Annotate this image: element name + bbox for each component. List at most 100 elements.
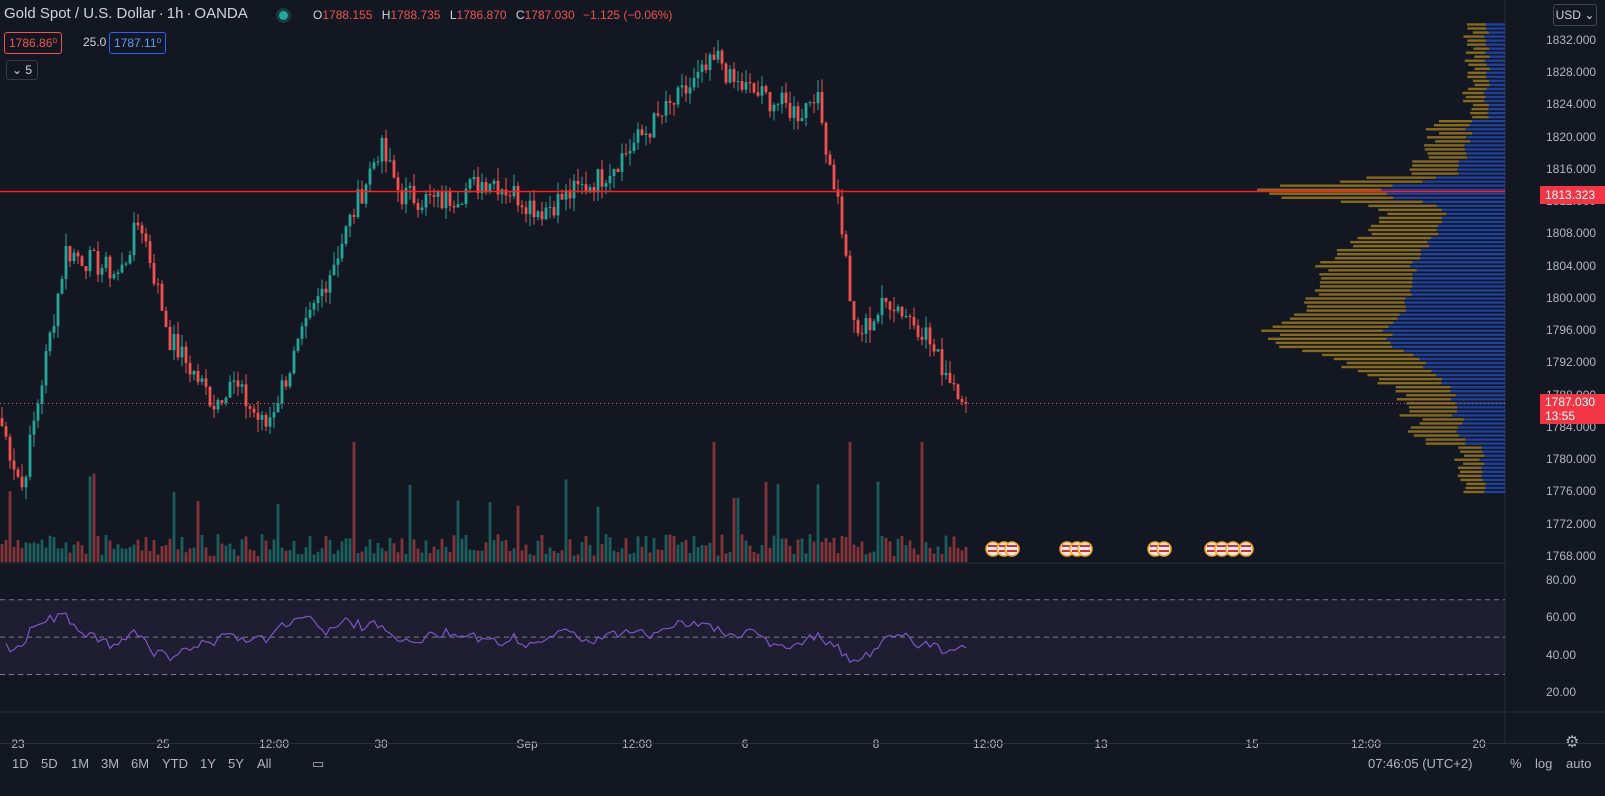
profile-row-down bbox=[1456, 406, 1505, 409]
timeframe-all[interactable]: All bbox=[257, 756, 272, 771]
calendar-range-icon[interactable]: ▭ bbox=[312, 756, 325, 771]
profile-row-up bbox=[1463, 462, 1485, 465]
time-tick: 20 bbox=[1472, 737, 1486, 751]
volume-bar bbox=[804, 553, 808, 562]
profile-row-up bbox=[1457, 466, 1482, 469]
profile-row-up bbox=[1419, 422, 1463, 425]
profile-row-down bbox=[1472, 132, 1505, 135]
volume-bar bbox=[424, 540, 428, 562]
interval-label[interactable]: 1h bbox=[166, 5, 184, 22]
timeframe-3m[interactable]: 3M bbox=[101, 756, 120, 771]
timeframe-1m[interactable]: 1M bbox=[71, 756, 90, 771]
timeframe-1d[interactable]: 1D bbox=[12, 756, 29, 771]
candle-body bbox=[420, 207, 424, 211]
volume-bar bbox=[836, 553, 840, 562]
volume-bar bbox=[184, 552, 188, 562]
volume-bar bbox=[560, 550, 564, 562]
volume-bar bbox=[636, 536, 640, 562]
timeframe-5d[interactable]: 5D bbox=[41, 756, 58, 771]
timeframe-6m[interactable]: 6M bbox=[131, 756, 150, 771]
candle-body bbox=[180, 346, 184, 358]
gear-icon[interactable]: ⚙ bbox=[1565, 734, 1580, 751]
currency-button[interactable]: USD ⌄ bbox=[1553, 4, 1597, 26]
profile-row-up bbox=[1467, 27, 1487, 30]
symbol-name[interactable]: Gold Spot / U.S. Dollar bbox=[4, 5, 156, 22]
volume-bar bbox=[360, 551, 364, 562]
indicators-toggle[interactable]: ⌄ 5 bbox=[6, 60, 38, 80]
volume-bar bbox=[580, 542, 584, 562]
volume-bar bbox=[40, 539, 44, 562]
price-tick: 1776.000 bbox=[1546, 484, 1597, 499]
candle-body bbox=[588, 187, 592, 192]
volume-bar bbox=[940, 554, 944, 562]
sell-button[interactable]: 1786.86⁰ bbox=[4, 32, 63, 54]
time-tick: 25 bbox=[156, 737, 170, 751]
volume-bar bbox=[148, 551, 152, 562]
profile-row-down bbox=[1482, 478, 1505, 482]
candle-body bbox=[228, 381, 232, 398]
volume-bar bbox=[464, 535, 468, 562]
candle-body bbox=[848, 255, 852, 302]
auto-toggle[interactable]: auto bbox=[1566, 756, 1592, 771]
percent-toggle[interactable]: % bbox=[1510, 756, 1522, 771]
profile-row-up bbox=[1472, 103, 1489, 107]
symbol-header[interactable]: Gold Spot / U.S. Dollar · 1h · OANDA bbox=[4, 5, 248, 22]
profile-row-down bbox=[1463, 418, 1505, 421]
volume-bar bbox=[208, 555, 212, 562]
profile-row-up bbox=[1468, 63, 1487, 66]
profile-row-up bbox=[1370, 224, 1438, 228]
volume-bar bbox=[896, 538, 900, 562]
volume-bar bbox=[28, 543, 32, 562]
profile-row-down bbox=[1484, 59, 1505, 62]
profile-row-down bbox=[1488, 79, 1505, 83]
volume-bar bbox=[192, 547, 196, 562]
time-tick: 12:00 bbox=[972, 737, 1004, 751]
profile-row-up bbox=[1333, 357, 1420, 361]
volume-bar bbox=[16, 540, 20, 562]
spread-value: 25.0 bbox=[83, 35, 107, 49]
candle-body bbox=[716, 50, 720, 60]
profile-row-up bbox=[1379, 377, 1443, 381]
profile-row-down bbox=[1458, 164, 1505, 167]
profile-row-up bbox=[1280, 184, 1393, 187]
candle-body bbox=[356, 189, 360, 217]
timeframe-1y[interactable]: 1Y bbox=[200, 756, 216, 771]
volume-bar bbox=[488, 502, 492, 562]
volume-bar bbox=[220, 543, 224, 562]
profile-row-up bbox=[1302, 349, 1404, 353]
clock[interactable]: 07:46:05 (UTC+2) bbox=[1368, 756, 1473, 771]
candle-body bbox=[260, 415, 264, 420]
profile-row-up bbox=[1294, 313, 1400, 316]
candle-body bbox=[800, 118, 804, 122]
candle-body bbox=[208, 386, 212, 406]
candle-body bbox=[104, 256, 108, 269]
candle-body bbox=[72, 252, 76, 262]
profile-row-up bbox=[1377, 381, 1442, 385]
log-toggle[interactable]: log bbox=[1535, 756, 1553, 771]
profile-row-up bbox=[1413, 434, 1460, 437]
profile-row-down bbox=[1462, 422, 1505, 425]
profile-row-up bbox=[1424, 148, 1465, 151]
volume-bar bbox=[952, 536, 956, 562]
timeframe-5y[interactable]: 5Y bbox=[228, 756, 244, 771]
candle-body bbox=[24, 476, 28, 488]
candle-body bbox=[776, 104, 780, 106]
profile-row-down bbox=[1484, 35, 1505, 38]
volume-bar bbox=[512, 548, 516, 562]
volume-bar bbox=[528, 554, 532, 562]
profile-row-up bbox=[1322, 353, 1414, 357]
price-tick: 1804.000 bbox=[1546, 258, 1597, 273]
profile-row-down bbox=[1488, 103, 1505, 107]
timeframe-ytd[interactable]: YTD bbox=[162, 756, 188, 771]
close-value: 1787.030 bbox=[524, 8, 575, 22]
profile-row-down bbox=[1485, 51, 1505, 54]
candle-body bbox=[712, 54, 716, 60]
candle-body bbox=[524, 207, 528, 215]
buy-button[interactable]: 1787.11⁰ bbox=[109, 32, 167, 54]
volume-bar bbox=[792, 554, 796, 562]
candle-body bbox=[624, 153, 628, 155]
candle-body bbox=[476, 176, 480, 193]
candle-body bbox=[944, 372, 948, 376]
profile-row-down bbox=[1486, 63, 1505, 66]
